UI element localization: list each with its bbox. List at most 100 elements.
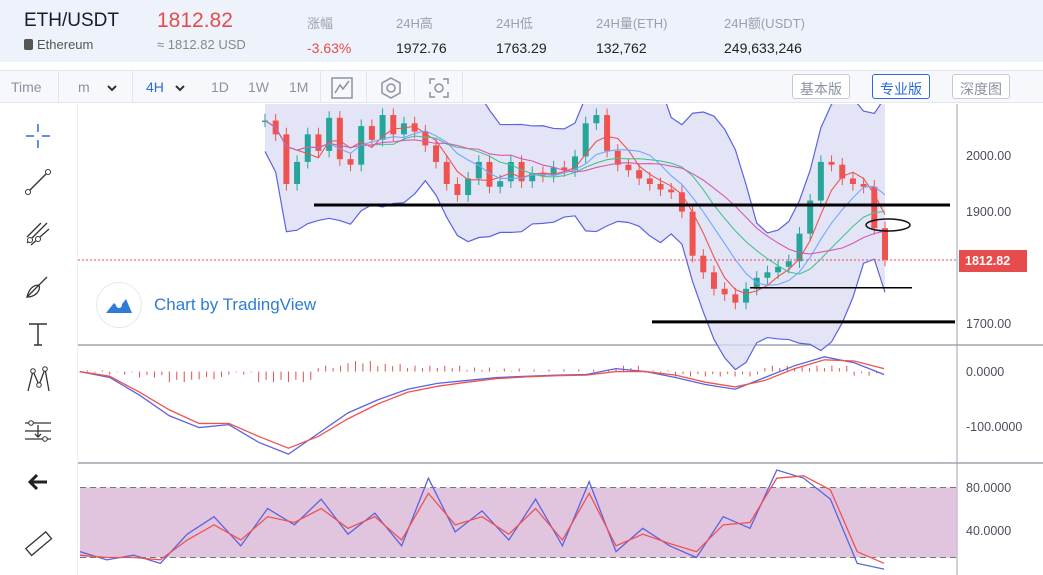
candle-body (871, 186, 878, 229)
stat-value: 249,633,246 (724, 40, 802, 56)
price-axis-label: 2000.00 (966, 149, 1012, 163)
candle-body (604, 115, 611, 151)
pitchfork-tool[interactable] (18, 214, 58, 254)
divider (366, 71, 367, 103)
candle-body (785, 261, 792, 267)
candle-body (475, 161, 482, 179)
candle-body (668, 189, 675, 193)
settings-icon[interactable] (379, 76, 403, 100)
rsi-axis-label: 80.0000 (966, 481, 1012, 495)
back-tool[interactable] (18, 462, 58, 502)
rsi-signal-line (79, 475, 885, 564)
candle-body (465, 178, 472, 196)
chevron-down-icon (106, 85, 117, 92)
interval-1d[interactable]: 1D (211, 79, 229, 95)
last-price: 1812.82 (157, 9, 233, 32)
trendline-tool[interactable] (18, 162, 58, 202)
ticker-header: ETH/USDT Ethereum 1812.82 ≈ 1812.82 USD … (0, 0, 1043, 62)
candle-body (807, 200, 814, 234)
chart-area[interactable]: Chart by TradingView 2000.00 1900.00 170… (0, 104, 1043, 575)
stat-label: 24H低 (496, 16, 533, 31)
candle-body (347, 159, 354, 165)
stat-value: 1972.76 (396, 40, 447, 56)
moving-averages (264, 120, 886, 295)
stat-label: 24H高 (396, 16, 433, 31)
candle-body (828, 161, 835, 165)
pattern-tool[interactable] (18, 360, 58, 400)
divider (320, 71, 321, 103)
stat-turnover: 24H额(USDT) 249,633,246 (724, 13, 805, 56)
text-icon (29, 323, 47, 346)
interval-1w[interactable]: 1W (248, 79, 269, 95)
chevron-down-icon (175, 85, 185, 92)
view-basic-button[interactable]: 基本版 (792, 74, 850, 99)
stat-low: 24H低 1763.29 (496, 13, 547, 56)
candle-body (689, 211, 696, 256)
candle-body (678, 192, 685, 212)
bollinger-fill (265, 104, 885, 370)
drawn-levels (314, 203, 955, 324)
candle-body (582, 123, 589, 157)
candle-body (497, 181, 504, 187)
candle-body (849, 178, 856, 184)
candle-body (518, 161, 525, 182)
stat-label: 24H量(ETH) (596, 16, 668, 31)
candle-body (304, 134, 311, 162)
candle-body (529, 172, 536, 182)
candle-body (710, 272, 717, 289)
price-usd: ≈ 1812.82 USD (157, 37, 246, 52)
ruler-tool[interactable] (18, 524, 58, 564)
last-price-tag: 1812.82 (959, 250, 1027, 272)
brush-tool[interactable] (18, 266, 58, 306)
rsi-panel (79, 469, 957, 570)
price-axis-label: 1700.00 (966, 317, 1012, 331)
candle-body (294, 161, 301, 184)
candle-body (411, 123, 418, 132)
price-axis-label: 1900.00 (966, 205, 1012, 219)
candle-body (796, 233, 803, 262)
interval-1m[interactable]: 1M (289, 79, 309, 95)
candle-body (882, 228, 888, 260)
interval-select-label: 4H (146, 79, 164, 95)
candle-body (593, 115, 600, 124)
tradingview-watermark[interactable]: Chart by TradingView (96, 282, 316, 328)
time-button[interactable]: Time (11, 79, 42, 95)
back-arrow-icon (27, 473, 47, 491)
divider (462, 71, 463, 103)
candle-body (507, 161, 514, 182)
crosshair-tool[interactable] (18, 116, 58, 156)
candle-body (743, 288, 750, 303)
candle-body (390, 115, 397, 135)
divider (132, 71, 133, 103)
view-pro-button[interactable]: 专业版 (872, 74, 930, 99)
fib-icon (25, 420, 51, 442)
stat-label: 涨幅 (307, 16, 334, 31)
macd-axis-label: 0.0000 (966, 365, 1005, 379)
pitchfork-icon (26, 222, 50, 246)
candle-body (486, 161, 493, 187)
candle-body (572, 156, 578, 171)
stat-change: 涨幅 -3.63% (307, 13, 351, 56)
candle-body (646, 178, 653, 184)
chart-type-icon[interactable] (330, 76, 354, 100)
candle-body (625, 164, 632, 171)
text-tool[interactable] (18, 314, 58, 354)
bollinger-band (264, 104, 886, 371)
trendline-icon (25, 169, 51, 195)
pair-title[interactable]: ETH/USDT (24, 10, 119, 31)
macd-signal-line (79, 359, 885, 449)
coin-icon (24, 39, 33, 50)
moving-average-line (264, 120, 886, 295)
stat-value: 132,762 (596, 40, 647, 56)
chart-svg[interactable] (0, 104, 1043, 575)
fib-tool[interactable] (18, 411, 58, 451)
candle-body (721, 288, 728, 295)
interval-select[interactable]: 4H (146, 79, 185, 95)
macd-axis-label: -100.0000 (966, 420, 1023, 434)
candle-body (326, 117, 333, 151)
screenshot-icon[interactable] (427, 76, 451, 100)
minute-select[interactable]: m (78, 79, 117, 95)
pattern-icon (27, 366, 50, 392)
candle-body (700, 255, 707, 273)
view-depth-button[interactable]: 深度图 (952, 74, 1010, 99)
